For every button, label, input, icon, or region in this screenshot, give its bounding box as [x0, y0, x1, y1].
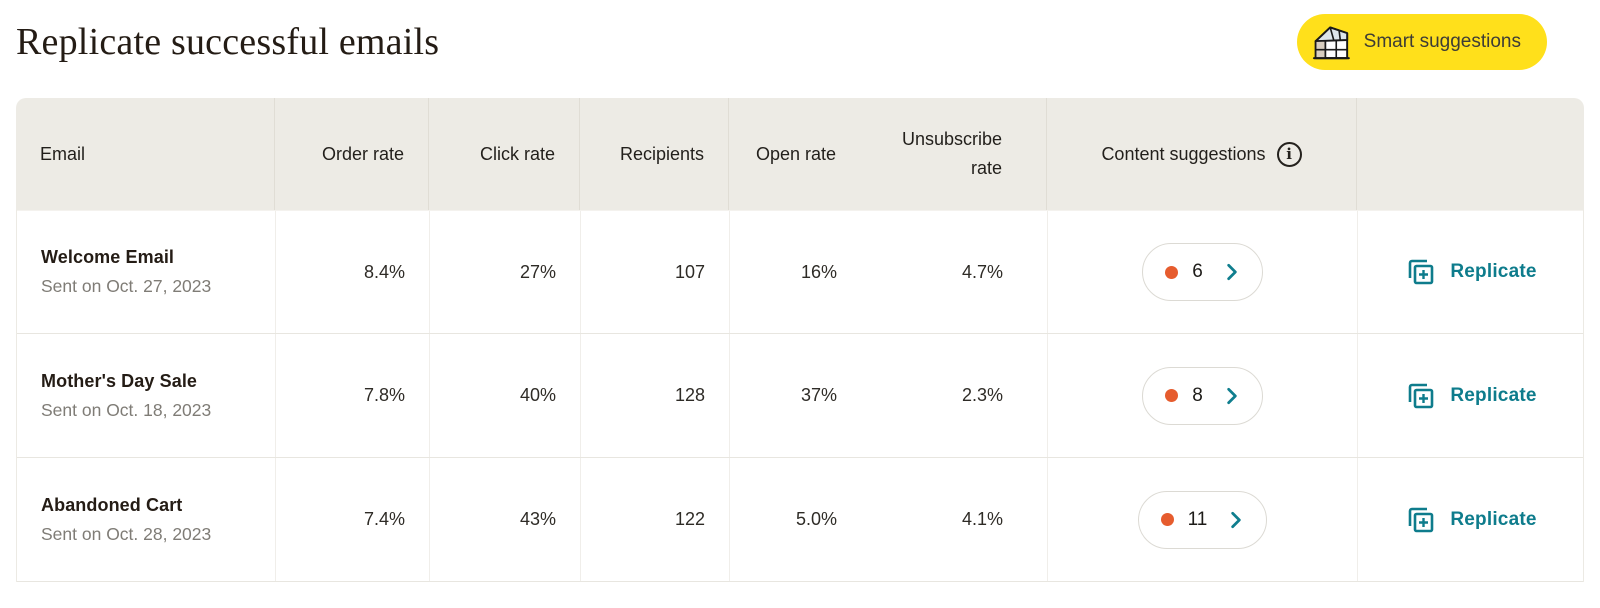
suggestions-count: 11 — [1187, 508, 1208, 530]
content-suggestions-pill[interactable]: 11 — [1137, 490, 1268, 549]
smart-suggestions-label: Smart suggestions — [1363, 31, 1521, 52]
email-name: Welcome Email — [41, 247, 175, 267]
unsubscribe-rate-value: 4.1% — [961, 509, 1003, 529]
actions-cell: Replicate — [1357, 211, 1585, 333]
column-header-email: Email — [40, 143, 86, 164]
replicate-label: Replicate — [1450, 261, 1537, 282]
chevron-right-icon — [1223, 387, 1241, 405]
column-header-open-rate: Open rate — [728, 98, 888, 210]
click-rate-value: 43% — [429, 458, 580, 581]
email-sent-date: Sent on Oct. 28, 2023 — [41, 523, 212, 544]
email-name: Mother's Day Sale — [41, 370, 198, 391]
email-cell: Mother's Day Sale Sent on Oct. 18, 2023 — [17, 334, 275, 457]
table-body: Welcome Email Sent on Oct. 27, 2023 8.4%… — [16, 210, 1584, 582]
email-sent-date: Sent on Oct. 27, 2023 — [41, 276, 212, 296]
recipients-value: 107 — [580, 211, 729, 333]
actions-cell: Replicate — [1357, 458, 1585, 581]
content-suggestions-cell: 11 — [1047, 458, 1357, 581]
email-cell: Abandoned Cart Sent on Oct. 28, 2023 — [17, 458, 275, 581]
column-header-click-rate: Click rate — [428, 98, 579, 210]
recipients-value: 128 — [580, 334, 729, 457]
click-rate-value: 40% — [429, 334, 580, 457]
email-sent-date: Sent on Oct. 18, 2023 — [41, 399, 212, 420]
smart-suggestions-button[interactable]: Smart suggestions — [1296, 14, 1547, 70]
email-cell: Welcome Email Sent on Oct. 27, 2023 — [17, 211, 275, 333]
column-header-content-suggestions: Content suggestions i — [1046, 98, 1356, 210]
order-rate-value: 7.8% — [275, 334, 429, 457]
content-suggestions-cell: 8 — [1047, 334, 1357, 457]
replicate-button[interactable]: Replicate — [1406, 505, 1536, 535]
order-rate-value: 7.4% — [275, 458, 429, 581]
open-rate-value: 16% — [729, 211, 889, 333]
table-header-row: Email Order rate Click rate Recipients O… — [16, 98, 1584, 210]
unsubscribe-rate-value: 4.7% — [961, 261, 1003, 282]
orange-dot — [1165, 389, 1179, 402]
content-suggestions-pill[interactable]: 8 — [1142, 366, 1263, 425]
suggestions-count: 8 — [1192, 384, 1203, 406]
replicate-button[interactable]: Replicate — [1406, 257, 1536, 287]
column-header-actions — [1356, 98, 1584, 210]
chevron-right-icon — [1223, 263, 1241, 281]
open-rate-value: 37% — [729, 334, 889, 457]
info-icon[interactable]: i — [1276, 141, 1302, 167]
column-header-order-rate: Order rate — [274, 98, 428, 210]
greenhouse-icon — [1310, 22, 1352, 62]
copy-plus-icon — [1406, 505, 1436, 535]
replicate-label: Replicate — [1450, 384, 1537, 406]
unsubscribe-rate-value: 2.3% — [961, 385, 1003, 405]
content-suggestions-pill[interactable]: 6 — [1142, 243, 1263, 301]
column-header-recipients: Recipients — [579, 98, 728, 210]
replicate-label: Replicate — [1450, 508, 1537, 530]
orange-dot — [1160, 513, 1174, 526]
table-row: Welcome Email Sent on Oct. 27, 2023 8.4%… — [17, 210, 1583, 334]
emails-table: Email Order rate Click rate Recipients O… — [16, 98, 1584, 582]
order-rate-value: 8.4% — [275, 211, 429, 333]
replicate-button[interactable]: Replicate — [1406, 381, 1536, 411]
suggestions-count: 6 — [1192, 261, 1203, 282]
copy-plus-icon — [1406, 257, 1436, 287]
table-row: Abandoned Cart Sent on Oct. 28, 2023 7.4… — [17, 458, 1583, 582]
column-header-unsubscribe-rate: Unsubscribe rate — [901, 129, 1002, 178]
open-rate-value: 5.0% — [729, 458, 889, 581]
table-row: Mother's Day Sale Sent on Oct. 18, 2023 … — [17, 334, 1583, 458]
copy-plus-icon — [1406, 381, 1436, 411]
chevron-right-icon — [1227, 511, 1245, 529]
recipients-value: 122 — [580, 458, 729, 581]
content-suggestions-cell: 6 — [1047, 211, 1357, 333]
click-rate-value: 27% — [429, 211, 580, 333]
email-name: Abandoned Cart — [41, 494, 183, 515]
page-title: Replicate successful emails — [16, 21, 440, 63]
actions-cell: Replicate — [1357, 334, 1585, 457]
orange-dot — [1165, 265, 1179, 279]
